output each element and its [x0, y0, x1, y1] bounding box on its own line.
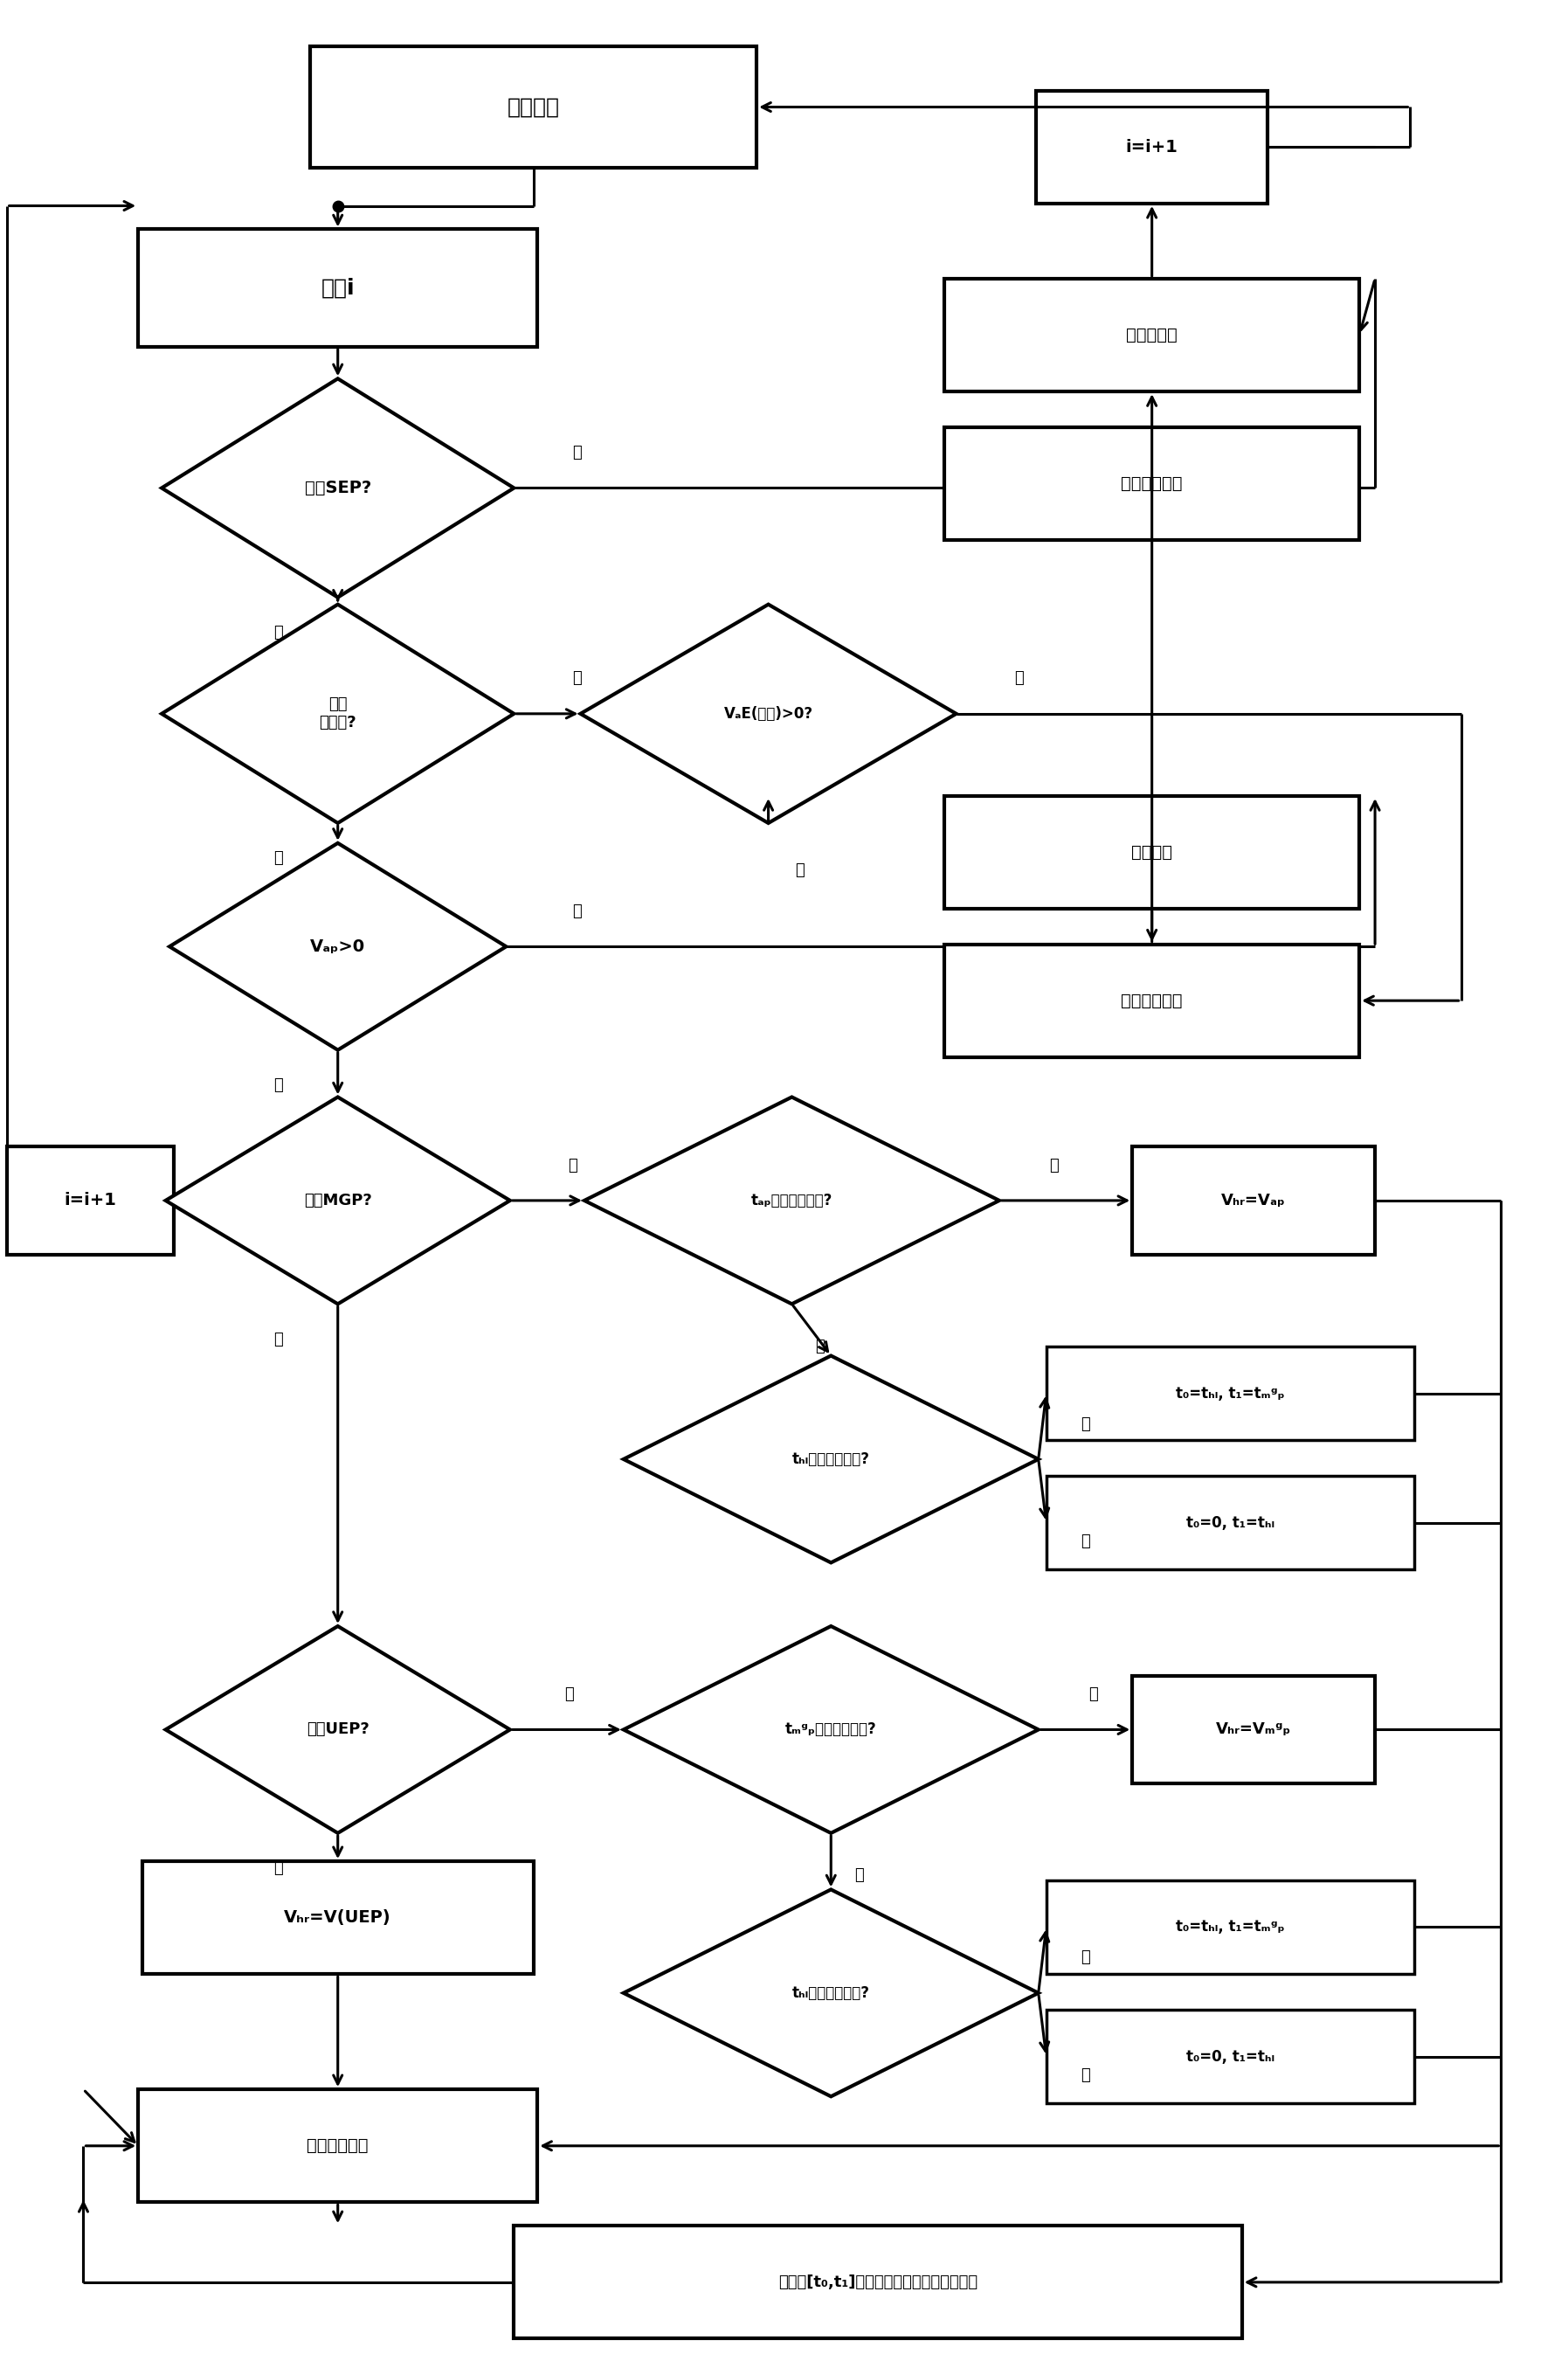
Polygon shape	[580, 605, 956, 824]
Text: 对间隔[t₀,t₁]利用黄金分割，计算临界能量: 对间隔[t₀,t₁]利用黄金分割，计算临界能量	[778, 2274, 977, 2290]
Text: 找到
退出点?: 找到 退出点?	[320, 697, 356, 730]
Text: 非常不稳定: 非常不稳定	[1126, 327, 1178, 344]
Text: i=i+1: i=i+1	[64, 1191, 116, 1210]
Text: 能量裕度赋值: 能量裕度赋值	[1121, 476, 1182, 492]
Polygon shape	[166, 1627, 510, 1834]
Text: 否: 否	[572, 445, 582, 461]
Text: VₐE(终点)>0?: VₐE(终点)>0?	[724, 706, 812, 723]
Text: Vₕᵣ=Vₘᵍₚ: Vₕᵣ=Vₘᵍₚ	[1217, 1721, 1292, 1737]
Text: t₀=tₕₗ, t₁=tₘᵍₚ: t₀=tₕₗ, t₁=tₘᵍₚ	[1176, 1387, 1284, 1401]
Polygon shape	[624, 1356, 1038, 1563]
Polygon shape	[624, 1890, 1038, 2097]
Text: 否: 否	[1014, 671, 1024, 687]
Text: 否: 否	[572, 904, 582, 918]
Bar	[944, 796, 1359, 909]
Text: Vₕᵣ=V(UEP): Vₕᵣ=V(UEP)	[284, 1909, 392, 1926]
Text: t₀=tₕₗ, t₁=tₘᵍₚ: t₀=tₕₗ, t₁=tₘᵍₚ	[1176, 1919, 1284, 1935]
Text: 能量裕度计算: 能量裕度计算	[307, 2137, 368, 2154]
Text: 是: 是	[274, 850, 282, 866]
Text: Vₐₚ>0: Vₐₚ>0	[310, 939, 365, 956]
Bar	[944, 426, 1359, 539]
Bar	[1046, 2010, 1414, 2104]
Text: tₕₗ的时域稳定吗?: tₕₗ的时域稳定吗?	[792, 1984, 870, 2001]
Text: 找到SEP?: 找到SEP?	[304, 480, 372, 497]
Bar	[1046, 1881, 1414, 1975]
Bar	[310, 45, 757, 167]
Text: 是: 是	[795, 862, 804, 878]
Bar	[138, 2090, 538, 2203]
Bar	[1046, 1476, 1414, 1570]
Text: 否: 否	[572, 671, 582, 687]
Text: i=i+1: i=i+1	[1126, 139, 1178, 155]
Text: 否: 否	[855, 1867, 864, 1883]
Text: 是: 是	[274, 1332, 282, 1346]
Text: 是: 是	[1080, 1417, 1090, 1431]
Text: tₐₚ的时域稳定吗?: tₐₚ的时域稳定吗?	[751, 1193, 833, 1208]
Polygon shape	[166, 1097, 510, 1304]
Text: 否: 否	[815, 1339, 825, 1354]
Bar	[143, 1862, 533, 1975]
Text: Vₕᵣ=Vₐₚ: Vₕᵣ=Vₐₚ	[1221, 1193, 1286, 1208]
Text: t₀=0, t₁=tₕₗ: t₀=0, t₁=tₕₗ	[1185, 1516, 1275, 1530]
Text: 是: 是	[274, 1078, 282, 1092]
Bar	[1036, 89, 1269, 202]
Bar	[1046, 1346, 1414, 1441]
Text: 非常稳定: 非常稳定	[1132, 845, 1173, 862]
Polygon shape	[624, 1627, 1038, 1834]
Bar	[944, 944, 1359, 1057]
Text: 否: 否	[568, 1158, 577, 1172]
Polygon shape	[162, 605, 514, 824]
Text: 否: 否	[1080, 1532, 1090, 1549]
Text: tₕₗ的时域稳定吗?: tₕₗ的时域稳定吗?	[792, 1452, 870, 1467]
Text: 是: 是	[1080, 1949, 1090, 1966]
Text: 事故列表: 事故列表	[508, 97, 560, 118]
Text: 是: 是	[1088, 1685, 1098, 1702]
Text: t₀=0, t₁=tₕₗ: t₀=0, t₁=tₕₗ	[1185, 2048, 1275, 2064]
Bar	[1132, 1146, 1375, 1255]
Bar	[514, 2227, 1242, 2338]
Text: 否: 否	[1080, 2067, 1090, 2083]
Bar	[138, 228, 538, 346]
Text: 事故i: 事故i	[321, 278, 354, 299]
Text: 能量裕度赋值: 能量裕度赋值	[1121, 993, 1182, 1010]
Bar	[944, 278, 1359, 391]
Polygon shape	[169, 843, 506, 1050]
Text: 是: 是	[274, 1860, 282, 1876]
Bar	[1132, 1676, 1375, 1784]
Polygon shape	[585, 1097, 999, 1304]
Text: tₘᵍₚ的时域稳定吗?: tₘᵍₚ的时域稳定吗?	[786, 1721, 877, 1737]
Text: 是: 是	[1049, 1158, 1058, 1172]
Text: 找到MGP?: 找到MGP?	[304, 1193, 372, 1208]
Text: 是: 是	[274, 624, 282, 640]
Text: 找到UEP?: 找到UEP?	[306, 1721, 368, 1737]
Bar	[6, 1146, 174, 1255]
Text: 否: 否	[564, 1685, 574, 1702]
Polygon shape	[162, 379, 514, 598]
